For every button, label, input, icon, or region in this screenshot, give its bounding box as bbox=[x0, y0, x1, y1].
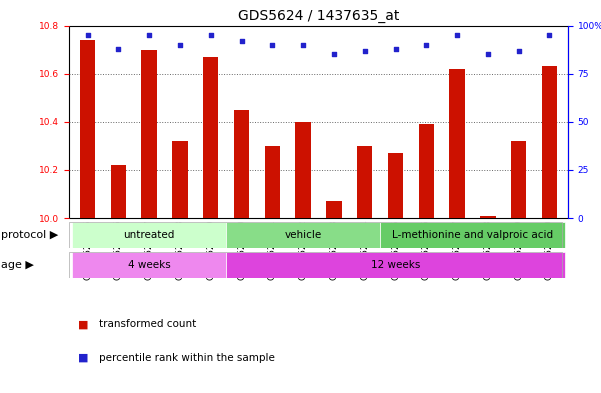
Bar bbox=[80, 40, 96, 218]
Text: 12 weeks: 12 weeks bbox=[371, 260, 420, 270]
Text: ■: ■ bbox=[78, 353, 88, 363]
Point bbox=[83, 32, 93, 39]
Bar bbox=[450, 69, 465, 218]
Point bbox=[483, 51, 493, 58]
Point bbox=[298, 42, 308, 48]
Bar bbox=[480, 216, 496, 218]
Bar bbox=[511, 141, 526, 218]
Bar bbox=[380, 222, 565, 248]
Bar bbox=[234, 110, 249, 218]
Point bbox=[144, 32, 154, 39]
Bar bbox=[72, 222, 226, 248]
Point bbox=[514, 48, 523, 54]
Bar bbox=[419, 124, 434, 218]
Bar bbox=[357, 146, 373, 218]
Text: percentile rank within the sample: percentile rank within the sample bbox=[99, 353, 275, 363]
Bar bbox=[226, 252, 565, 278]
Bar bbox=[226, 222, 380, 248]
Point bbox=[391, 46, 400, 52]
Text: L-methionine and valproic acid: L-methionine and valproic acid bbox=[392, 230, 553, 240]
Bar bbox=[388, 153, 403, 218]
Bar bbox=[264, 146, 280, 218]
Point bbox=[237, 38, 246, 44]
Point bbox=[206, 32, 216, 39]
Text: ■: ■ bbox=[78, 319, 88, 329]
Bar bbox=[72, 252, 226, 278]
Text: untreated: untreated bbox=[123, 230, 175, 240]
Text: transformed count: transformed count bbox=[99, 319, 197, 329]
Bar bbox=[296, 122, 311, 218]
Text: age ▶: age ▶ bbox=[1, 260, 34, 270]
Point bbox=[360, 48, 370, 54]
Bar bbox=[326, 201, 341, 218]
Point bbox=[267, 42, 277, 48]
Bar bbox=[111, 165, 126, 218]
Bar bbox=[542, 66, 557, 218]
Text: protocol ▶: protocol ▶ bbox=[1, 230, 58, 240]
Text: 4 weeks: 4 weeks bbox=[128, 260, 171, 270]
Point bbox=[114, 46, 123, 52]
Point bbox=[175, 42, 185, 48]
Title: GDS5624 / 1437635_at: GDS5624 / 1437635_at bbox=[238, 9, 399, 23]
Bar bbox=[172, 141, 188, 218]
Point bbox=[545, 32, 554, 39]
Bar bbox=[141, 50, 157, 218]
Point bbox=[453, 32, 462, 39]
Bar bbox=[203, 57, 218, 218]
Point bbox=[329, 51, 339, 58]
Text: vehicle: vehicle bbox=[284, 230, 322, 240]
Point bbox=[421, 42, 431, 48]
Bar bbox=[69, 26, 568, 218]
